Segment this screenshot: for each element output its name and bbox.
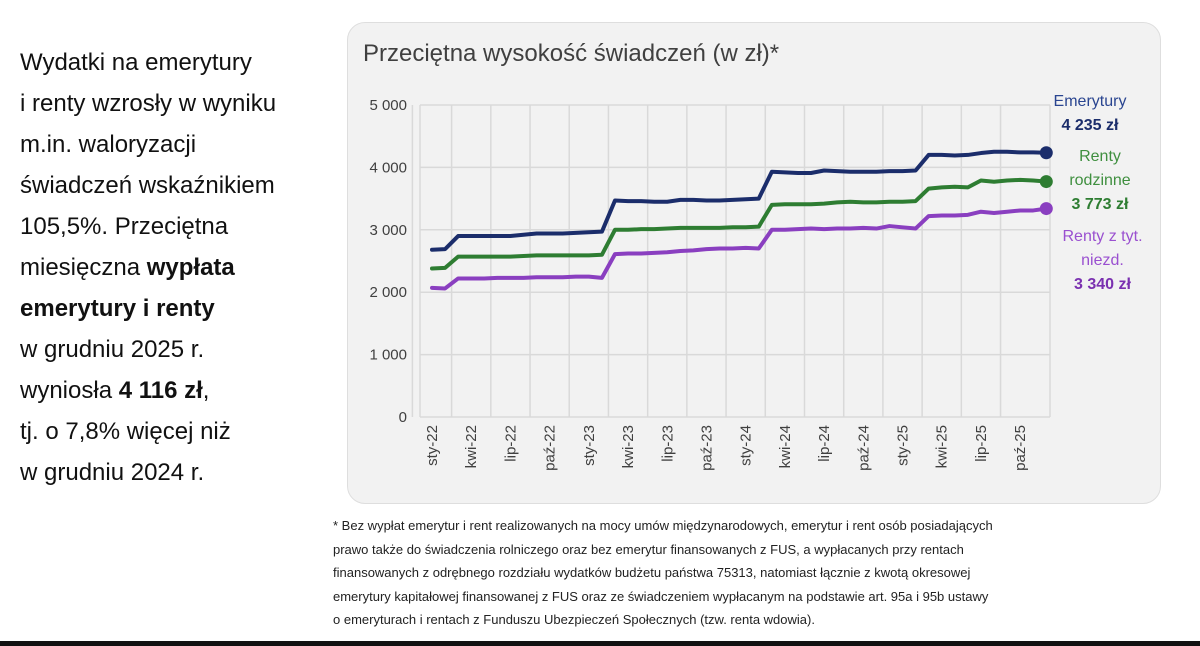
chart-panel <box>347 22 1161 504</box>
x-tick-label: lip-23 <box>659 425 676 462</box>
summary-text-part: miesięczna <box>20 254 147 281</box>
summary-line: tj. o 7,8% więcej niż <box>20 418 231 445</box>
y-tick-label: 2 000 <box>369 284 407 301</box>
footnote-line: o emeryturach i rentach z Funduszu Ubezp… <box>333 612 815 627</box>
series-line-2 <box>430 206 1049 291</box>
summary-line: świadczeń wskaźnikiem <box>20 172 275 199</box>
footnote-line: emerytury kapitałowej finansowanej z FUS… <box>333 588 989 604</box>
summary-bold: emerytury i renty <box>20 295 215 322</box>
summary-line: m.in. waloryzacji <box>20 131 197 158</box>
series-end-marker-1 <box>1039 175 1053 189</box>
x-tick-label: lip-22 <box>502 425 519 462</box>
x-tick-label: lip-25 <box>973 425 990 462</box>
series-end-value: 3 340 zł <box>1074 276 1131 293</box>
footnote-line: prawo także do świadczenia rolniczego or… <box>333 541 964 557</box>
x-tick-label: paź-24 <box>855 425 872 471</box>
summary-line: i renty wzrosły w wyniku <box>20 90 277 117</box>
summary-line: w grudniu 2024 r. <box>20 459 205 486</box>
series-end-value: 4 235 zł <box>1061 117 1119 134</box>
summary-line: 105,5%. Przeciętna <box>20 213 229 240</box>
summary-line: w grudniu 2025 r. <box>20 336 205 363</box>
series-end-marker-0 <box>1039 146 1053 160</box>
x-tick-label: sty-23 <box>581 425 598 466</box>
x-tick-label: sty-22 <box>424 425 441 466</box>
x-tick-label: kwi-22 <box>463 425 480 468</box>
x-tick-label: paź-25 <box>1012 425 1029 471</box>
footnote: * Bez wypłat emerytur i rent realizowany… <box>333 514 993 632</box>
footnote-line: * Bez wypłat emerytur i rent realizowany… <box>333 518 993 533</box>
footnote-line: finansowanych z odrębnego rozdziału wyda… <box>333 565 971 580</box>
y-tick-label: 1 000 <box>369 347 407 364</box>
summary-line: emerytury i renty <box>20 288 340 329</box>
summary-line: wyniosła 4 116 zł, <box>20 370 340 411</box>
series-name: Emerytury <box>1053 93 1127 110</box>
x-tick-label: kwi-24 <box>777 425 794 468</box>
chart-title: Przeciętna wysokość świadczeń (w zł)* <box>363 40 780 67</box>
x-tick-label: kwi-25 <box>934 425 951 468</box>
y-tick-label: 5 000 <box>369 97 407 114</box>
summary-bold: wypłata <box>146 254 235 281</box>
x-tick-label: lip-24 <box>816 425 833 462</box>
x-tick-label: sty-25 <box>895 425 912 466</box>
x-tick-label: kwi-23 <box>620 425 637 468</box>
summary-line: miesięczna wypłata <box>20 247 340 288</box>
series-line-1 <box>430 177 1049 271</box>
summary-line: Wydatki na emerytury <box>20 49 252 76</box>
series-line-0 <box>430 149 1049 252</box>
summary-text: Wydatki na emerytury i renty wzrosły w w… <box>20 42 340 493</box>
summary-text-part: wyniosła <box>20 377 119 404</box>
x-tick-label: sty-24 <box>738 425 755 466</box>
series-end-marker-2 <box>1039 202 1053 216</box>
series-name: niezd. <box>1081 252 1124 269</box>
y-tick-label: 4 000 <box>369 159 407 176</box>
y-tick-label: 3 000 <box>369 222 407 239</box>
x-tick-label: paź-22 <box>542 425 559 471</box>
summary-amount: 4 116 zł <box>118 377 203 404</box>
bottom-divider <box>0 641 1200 646</box>
series-label-emerytury: Emerytury 4 235 zł <box>1030 90 1150 138</box>
series-label-renty-niezd: Renty z tyt. niezd. 3 340 zł <box>1045 225 1160 297</box>
series-name: rodzinne <box>1069 172 1131 189</box>
y-tick-label: 0 <box>399 409 407 426</box>
series-label-renty-rodzinne: Renty rodzinne 3 773 zł <box>1050 145 1150 217</box>
series-name: Renty <box>1079 148 1121 165</box>
summary-text-part: , <box>202 377 210 404</box>
series-name: Renty z tyt. <box>1062 228 1143 245</box>
series-end-value: 3 773 zł <box>1071 196 1129 213</box>
x-tick-label: paź-23 <box>698 425 715 471</box>
